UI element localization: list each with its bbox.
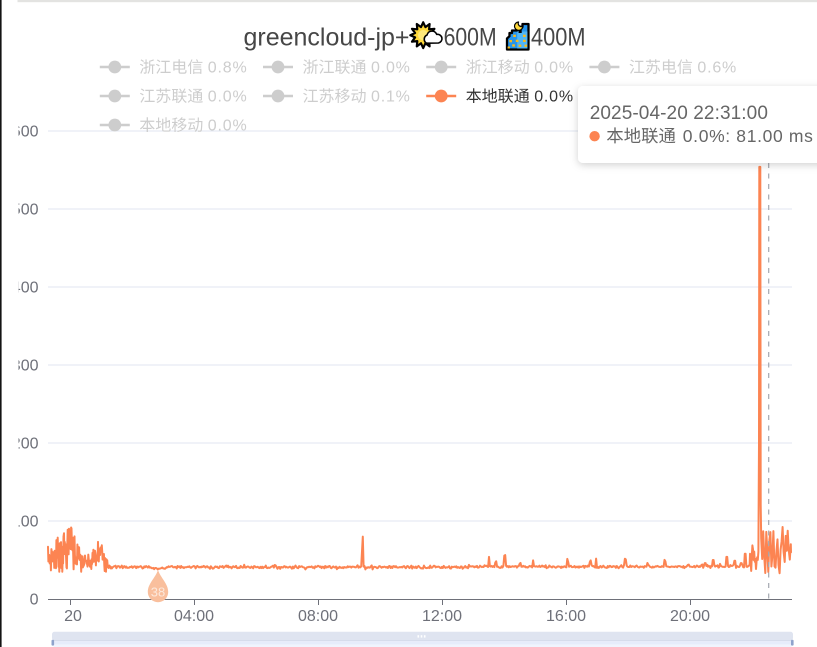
svg-text:0.8%: 0.8%: [208, 60, 248, 77]
svg-text:0.0%: 0.0%: [371, 60, 411, 77]
svg-text:20: 20: [64, 608, 82, 625]
svg-text:400: 400: [12, 280, 39, 297]
svg-text:20:00: 20:00: [670, 608, 710, 625]
svg-text:38: 38: [151, 585, 165, 600]
svg-text:100: 100: [12, 514, 39, 531]
svg-text:0.6%: 0.6%: [697, 60, 737, 77]
svg-text:0.0%: 0.0%: [208, 89, 248, 106]
svg-text:16:00: 16:00: [546, 608, 586, 625]
svg-text:04:00: 04:00: [174, 608, 214, 625]
svg-text:600: 600: [12, 124, 39, 141]
svg-text:600M: 600M: [444, 24, 497, 52]
svg-text:greencloud-jp+: greencloud-jp+: [244, 24, 410, 52]
svg-text:200: 200: [12, 436, 39, 453]
svg-text:0: 0: [30, 592, 39, 609]
svg-text:08:00: 08:00: [298, 608, 338, 625]
svg-text:0.0%: 0.0%: [534, 60, 574, 77]
svg-text:0.0%: 0.0%: [534, 89, 574, 106]
svg-text:400M: 400M: [531, 24, 586, 52]
svg-text:2025-04-20 22:31:00: 2025-04-20 22:31:00: [590, 103, 768, 124]
svg-text:0.0%: 81.00 ms: 0.0%: 81.00 ms: [683, 126, 814, 146]
svg-text:300: 300: [12, 358, 39, 375]
svg-text:12:00: 12:00: [422, 608, 462, 625]
svg-text:500: 500: [12, 202, 39, 219]
svg-text:0.1%: 0.1%: [371, 89, 411, 106]
svg-text:0.0%: 0.0%: [208, 118, 248, 135]
